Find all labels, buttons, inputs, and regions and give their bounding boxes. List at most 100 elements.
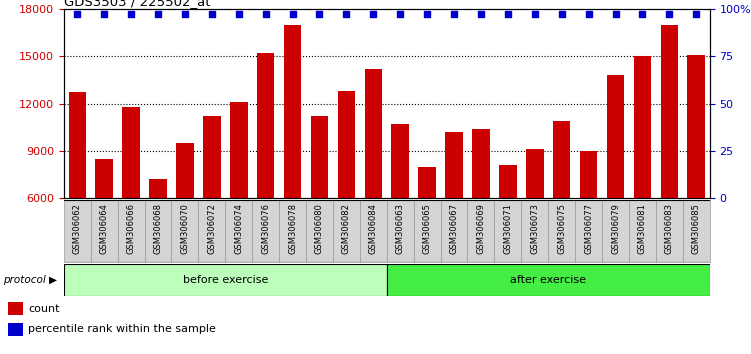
Point [71, 11, 83, 16]
Point [475, 11, 487, 16]
Bar [8, 323, 23, 336]
Bar [95, 159, 113, 293]
Bar [387, 264, 710, 296]
Bar [467, 200, 494, 262]
Point [340, 11, 352, 16]
Text: GSM306085: GSM306085 [692, 203, 701, 254]
Bar [68, 92, 86, 293]
Text: GSM306076: GSM306076 [261, 203, 270, 254]
Bar [176, 143, 194, 293]
Text: GSM306078: GSM306078 [288, 203, 297, 254]
Point [98, 11, 110, 16]
Bar [306, 200, 333, 262]
Bar [683, 200, 710, 262]
Bar [311, 116, 328, 293]
Text: before exercise: before exercise [182, 275, 268, 285]
Text: GSM306080: GSM306080 [315, 203, 324, 254]
Text: GSM306066: GSM306066 [127, 203, 136, 254]
Text: GSM306065: GSM306065 [423, 203, 432, 254]
Text: count: count [29, 304, 59, 314]
Bar [360, 200, 387, 262]
Text: after exercise: after exercise [510, 275, 587, 285]
Point [152, 11, 164, 16]
Point [367, 11, 379, 16]
Point [206, 11, 218, 16]
Bar [279, 200, 306, 262]
Point [125, 11, 137, 16]
Bar [387, 200, 414, 262]
Bar [64, 200, 91, 262]
Bar [122, 107, 140, 293]
Bar [580, 151, 597, 293]
Bar [494, 200, 521, 262]
Bar [230, 102, 248, 293]
Bar [64, 264, 387, 296]
Bar [418, 167, 436, 293]
Bar [607, 75, 624, 293]
Text: GSM306074: GSM306074 [234, 203, 243, 254]
Bar [499, 165, 517, 293]
Bar [602, 200, 629, 262]
Bar [553, 121, 571, 293]
Bar [472, 129, 490, 293]
Point [421, 11, 433, 16]
Bar [198, 200, 225, 262]
Point [502, 11, 514, 16]
Text: GSM306070: GSM306070 [180, 203, 189, 254]
Bar [445, 132, 463, 293]
Text: GSM306077: GSM306077 [584, 203, 593, 254]
Point [690, 11, 702, 16]
Bar [364, 69, 382, 293]
Bar [257, 53, 274, 293]
Bar [91, 200, 118, 262]
Text: protocol ▶: protocol ▶ [4, 275, 58, 285]
Text: GSM306062: GSM306062 [73, 203, 82, 254]
Bar [284, 25, 301, 293]
Point [448, 11, 460, 16]
Bar [338, 91, 355, 293]
Bar [661, 25, 678, 293]
Bar [391, 124, 409, 293]
Bar [687, 55, 705, 293]
Text: GSM306063: GSM306063 [396, 203, 405, 254]
Bar [333, 200, 360, 262]
Bar [118, 200, 144, 262]
Text: GSM306069: GSM306069 [476, 203, 485, 254]
Point [583, 11, 595, 16]
Bar [656, 200, 683, 262]
Bar [575, 200, 602, 262]
Text: GSM306072: GSM306072 [207, 203, 216, 254]
Bar [414, 200, 441, 262]
Bar [634, 56, 651, 293]
Text: GSM306084: GSM306084 [369, 203, 378, 254]
Bar [526, 149, 544, 293]
Text: GSM306075: GSM306075 [557, 203, 566, 254]
Point [179, 11, 191, 16]
Text: GDS3503 / 225502_at: GDS3503 / 225502_at [64, 0, 210, 8]
Point [287, 11, 299, 16]
Point [529, 11, 541, 16]
Bar [629, 200, 656, 262]
Bar [171, 200, 198, 262]
Bar [252, 200, 279, 262]
Text: GSM306064: GSM306064 [100, 203, 109, 254]
Point [556, 11, 568, 16]
Bar [521, 200, 548, 262]
Point [233, 11, 245, 16]
Text: GSM306083: GSM306083 [665, 203, 674, 254]
Point [663, 11, 675, 16]
Point [313, 11, 325, 16]
Bar [548, 200, 575, 262]
Text: percentile rank within the sample: percentile rank within the sample [29, 324, 216, 334]
Point [610, 11, 622, 16]
Point [260, 11, 272, 16]
Text: GSM306082: GSM306082 [342, 203, 351, 254]
Text: GSM306079: GSM306079 [611, 203, 620, 254]
Point [636, 11, 648, 16]
Text: GSM306081: GSM306081 [638, 203, 647, 254]
Bar [149, 179, 167, 293]
Text: GSM306067: GSM306067 [450, 203, 459, 254]
Bar [203, 116, 221, 293]
Text: GSM306073: GSM306073 [530, 203, 539, 254]
Bar [8, 302, 23, 315]
